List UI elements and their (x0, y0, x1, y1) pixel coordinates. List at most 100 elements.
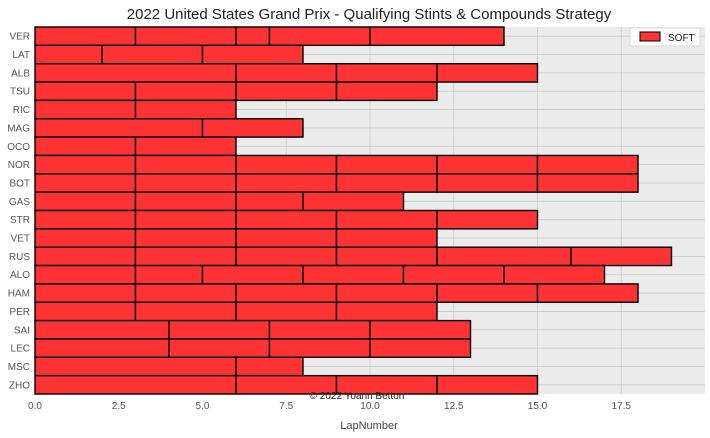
stint-bar (34, 81, 137, 102)
stint-bar (235, 301, 338, 322)
stint-bar (34, 209, 137, 230)
stint-bar (335, 301, 438, 322)
legend-label: SOFT (668, 33, 695, 44)
y-tick-label: OCO (7, 142, 30, 153)
stint-bar (134, 283, 237, 303)
x-axis-ticks: 0.0 2.5 5.0 7.5 10.0 12.5 15.0 17.5 (28, 401, 631, 412)
x-tick-label: 0.0 (28, 401, 42, 412)
stint-bar (34, 118, 204, 138)
stint-bar (134, 81, 237, 102)
y-tick-label: STR (10, 215, 30, 226)
stint-bar (34, 228, 137, 248)
stint-bar (335, 228, 438, 248)
stint-bar (335, 246, 438, 267)
stint-bar (34, 173, 137, 193)
y-tick-label: MSC (8, 362, 30, 373)
y-tick-label: ZHO (9, 380, 30, 391)
chart-title: 2022 United States Grand Prix - Qualifyi… (127, 6, 612, 23)
y-tick-label: HAM (8, 289, 30, 300)
stint-bar (235, 63, 338, 83)
stint-bar (268, 26, 371, 47)
legend-swatch (639, 31, 661, 42)
stint-bar (34, 283, 137, 303)
stint-bar (436, 374, 539, 395)
stint-bar (34, 264, 137, 285)
stint-bar (235, 356, 304, 377)
stint-bar (402, 264, 505, 285)
stint-bar (34, 99, 137, 120)
stint-bar (101, 44, 204, 65)
stint-bar (235, 26, 271, 47)
stint-bar (34, 374, 237, 395)
y-tick-label: RIC (13, 105, 30, 116)
y-tick-label: TSU (10, 87, 30, 98)
stint-bar (134, 228, 237, 248)
y-tick-label: GAS (9, 197, 30, 208)
stint-bar (536, 283, 639, 303)
x-tick-label: 15.0 (528, 401, 548, 412)
stint-bar (335, 154, 438, 175)
y-tick-label: NOR (8, 160, 30, 171)
stint-bar (168, 319, 271, 340)
stint-bar (201, 118, 304, 138)
stint-bar (335, 173, 438, 193)
y-tick-label: LAT (12, 50, 30, 61)
stint-bar (268, 319, 371, 340)
stint-bar (436, 63, 539, 83)
stint-bar (369, 338, 472, 359)
stint-bar (335, 283, 438, 303)
y-tick-label: VET (11, 234, 30, 245)
stint-bar (34, 246, 137, 267)
stint-bar (201, 264, 304, 285)
x-tick-label: 12.5 (444, 401, 464, 412)
stint-bar (235, 209, 338, 230)
stint-bar (34, 44, 103, 65)
y-tick-label: BOT (9, 178, 30, 189)
stint-bar (34, 26, 137, 47)
y-tick-label: MAG (7, 123, 30, 134)
stint-bar (436, 246, 572, 267)
stint-bar (34, 356, 237, 377)
x-tick-label: 5.0 (196, 401, 210, 412)
stint-bar (235, 173, 338, 193)
stint-bar (34, 136, 137, 157)
stint-bar (34, 154, 137, 175)
stint-bar (34, 63, 237, 83)
x-tick-label: 10.0 (360, 401, 380, 412)
stint-bar (235, 154, 338, 175)
stint-bar (235, 228, 338, 248)
credit-text: © 2022 Yoann Betton (310, 391, 405, 402)
stint-bar (369, 26, 505, 47)
y-tick-label: LEC (11, 344, 30, 355)
stint-bar (335, 81, 438, 102)
stint-bar (134, 99, 237, 120)
stint-bar (235, 283, 338, 303)
stint-bar (302, 264, 405, 285)
stint-bar (34, 338, 170, 359)
stint-bar (235, 246, 338, 267)
stint-bar (134, 154, 237, 175)
x-axis-label: LapNumber (340, 420, 398, 432)
stint-bar (302, 191, 405, 212)
stint-bar (570, 246, 673, 267)
y-tick-label: ALO (10, 270, 30, 281)
bars-group (34, 26, 673, 395)
stint-bar (134, 209, 237, 230)
y-tick-label: VER (9, 32, 30, 43)
stint-bar (34, 191, 137, 212)
stint-bar (335, 63, 438, 83)
stint-bar (134, 246, 237, 267)
stint-bar (235, 191, 304, 212)
y-axis-ticks: VER LAT ALB TSU RIC MAG OCO NOR BOT GAS STR VET RUS A… (7, 32, 30, 392)
y-tick-label: PER (9, 307, 30, 318)
y-tick-label: RUS (9, 252, 30, 263)
y-tick-label: SAI (14, 325, 30, 336)
legend: SOFT (629, 27, 701, 47)
stint-bar (134, 26, 237, 47)
x-tick-label: 2.5 (112, 401, 126, 412)
stint-bar (34, 319, 170, 340)
stint-bar (436, 209, 539, 230)
stint-bar (436, 154, 539, 175)
stint-bar (235, 81, 338, 102)
